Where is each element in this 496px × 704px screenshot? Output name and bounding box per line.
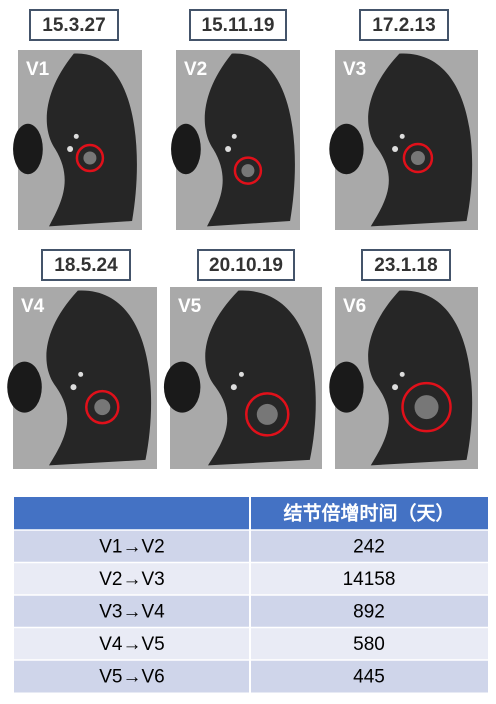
date-label: 15.11.19 <box>202 15 275 36</box>
nodule <box>94 399 111 416</box>
date-box <box>197 249 295 281</box>
vessel <box>225 146 232 152</box>
vessel <box>238 371 244 377</box>
nodule-marker <box>245 392 290 437</box>
nodule <box>241 164 255 178</box>
mediastinum <box>163 361 201 413</box>
date-box <box>189 9 287 41</box>
ct-image: V2 <box>171 50 300 230</box>
table-cell: V3→V4 <box>99 601 165 622</box>
visit-label: V2 <box>184 59 207 80</box>
lung <box>46 53 137 227</box>
table-header-text: 结节倍增时间（天） <box>283 502 454 525</box>
vessel <box>399 371 405 377</box>
table-cell: 445 <box>353 666 385 687</box>
vessel <box>392 146 399 152</box>
date-box <box>359 9 449 41</box>
table-cell: 892 <box>353 601 385 622</box>
nodule-marker <box>233 156 263 185</box>
ct-image: V1 <box>13 50 142 230</box>
mediastinum <box>329 361 364 413</box>
vessel <box>392 384 399 391</box>
date-label: 18.5.24 <box>54 255 118 276</box>
mediastinum <box>329 123 364 175</box>
date-label: 17.2.13 <box>372 15 435 36</box>
lung <box>368 53 473 227</box>
date-box <box>361 249 451 281</box>
nodule <box>256 403 278 425</box>
mediastinum <box>13 123 43 175</box>
vessel <box>73 133 79 139</box>
mediastinum <box>7 361 42 413</box>
nodule-marker <box>75 143 105 173</box>
table-cell: V4→V5 <box>99 634 164 655</box>
nodule <box>414 395 439 420</box>
vessel <box>399 133 405 139</box>
ct-image: V5 <box>163 287 322 469</box>
visit-label: V1 <box>26 59 50 80</box>
nodule <box>83 151 97 165</box>
table-cell: 580 <box>353 634 385 655</box>
vessel <box>78 371 84 377</box>
ct-image: V4 <box>7 287 157 469</box>
date-label: 15.3.27 <box>42 15 105 36</box>
visit-label: V4 <box>21 296 45 317</box>
nodule <box>410 151 425 165</box>
table-cell: 242 <box>353 536 385 557</box>
nodule-marker <box>401 381 452 433</box>
date-box <box>29 9 119 41</box>
vessel <box>231 133 237 139</box>
visit-label: V6 <box>343 296 366 317</box>
mediastinum <box>171 123 201 175</box>
nodule-marker <box>402 142 434 174</box>
date-label: 23.1.18 <box>374 255 437 276</box>
date-label: 20.10.19 <box>209 255 283 276</box>
lung <box>204 53 295 227</box>
visit-label: V5 <box>178 296 202 317</box>
lung <box>46 290 152 466</box>
visit-label: V3 <box>343 59 366 80</box>
table-cell: V2→V3 <box>99 569 164 590</box>
ct-image: V3 <box>329 50 478 230</box>
nodule-marker <box>85 389 120 425</box>
vessel <box>230 384 237 391</box>
vessel <box>70 384 77 391</box>
table-cell: 14158 <box>343 569 396 590</box>
table-cell: V1→V2 <box>99 536 164 557</box>
table-cell: V5→V6 <box>99 666 164 687</box>
vessel <box>67 146 74 152</box>
date-box <box>41 249 131 281</box>
ct-image: V6 <box>329 287 478 469</box>
